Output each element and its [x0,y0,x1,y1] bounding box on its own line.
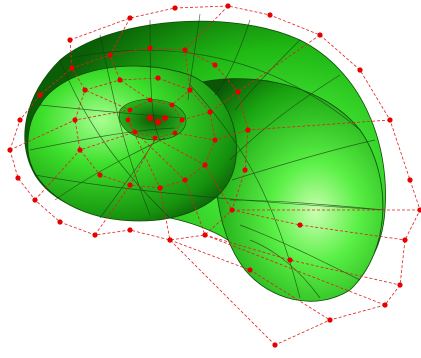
shell-inner-whorl [27,65,237,222]
control-points [7,3,421,348]
